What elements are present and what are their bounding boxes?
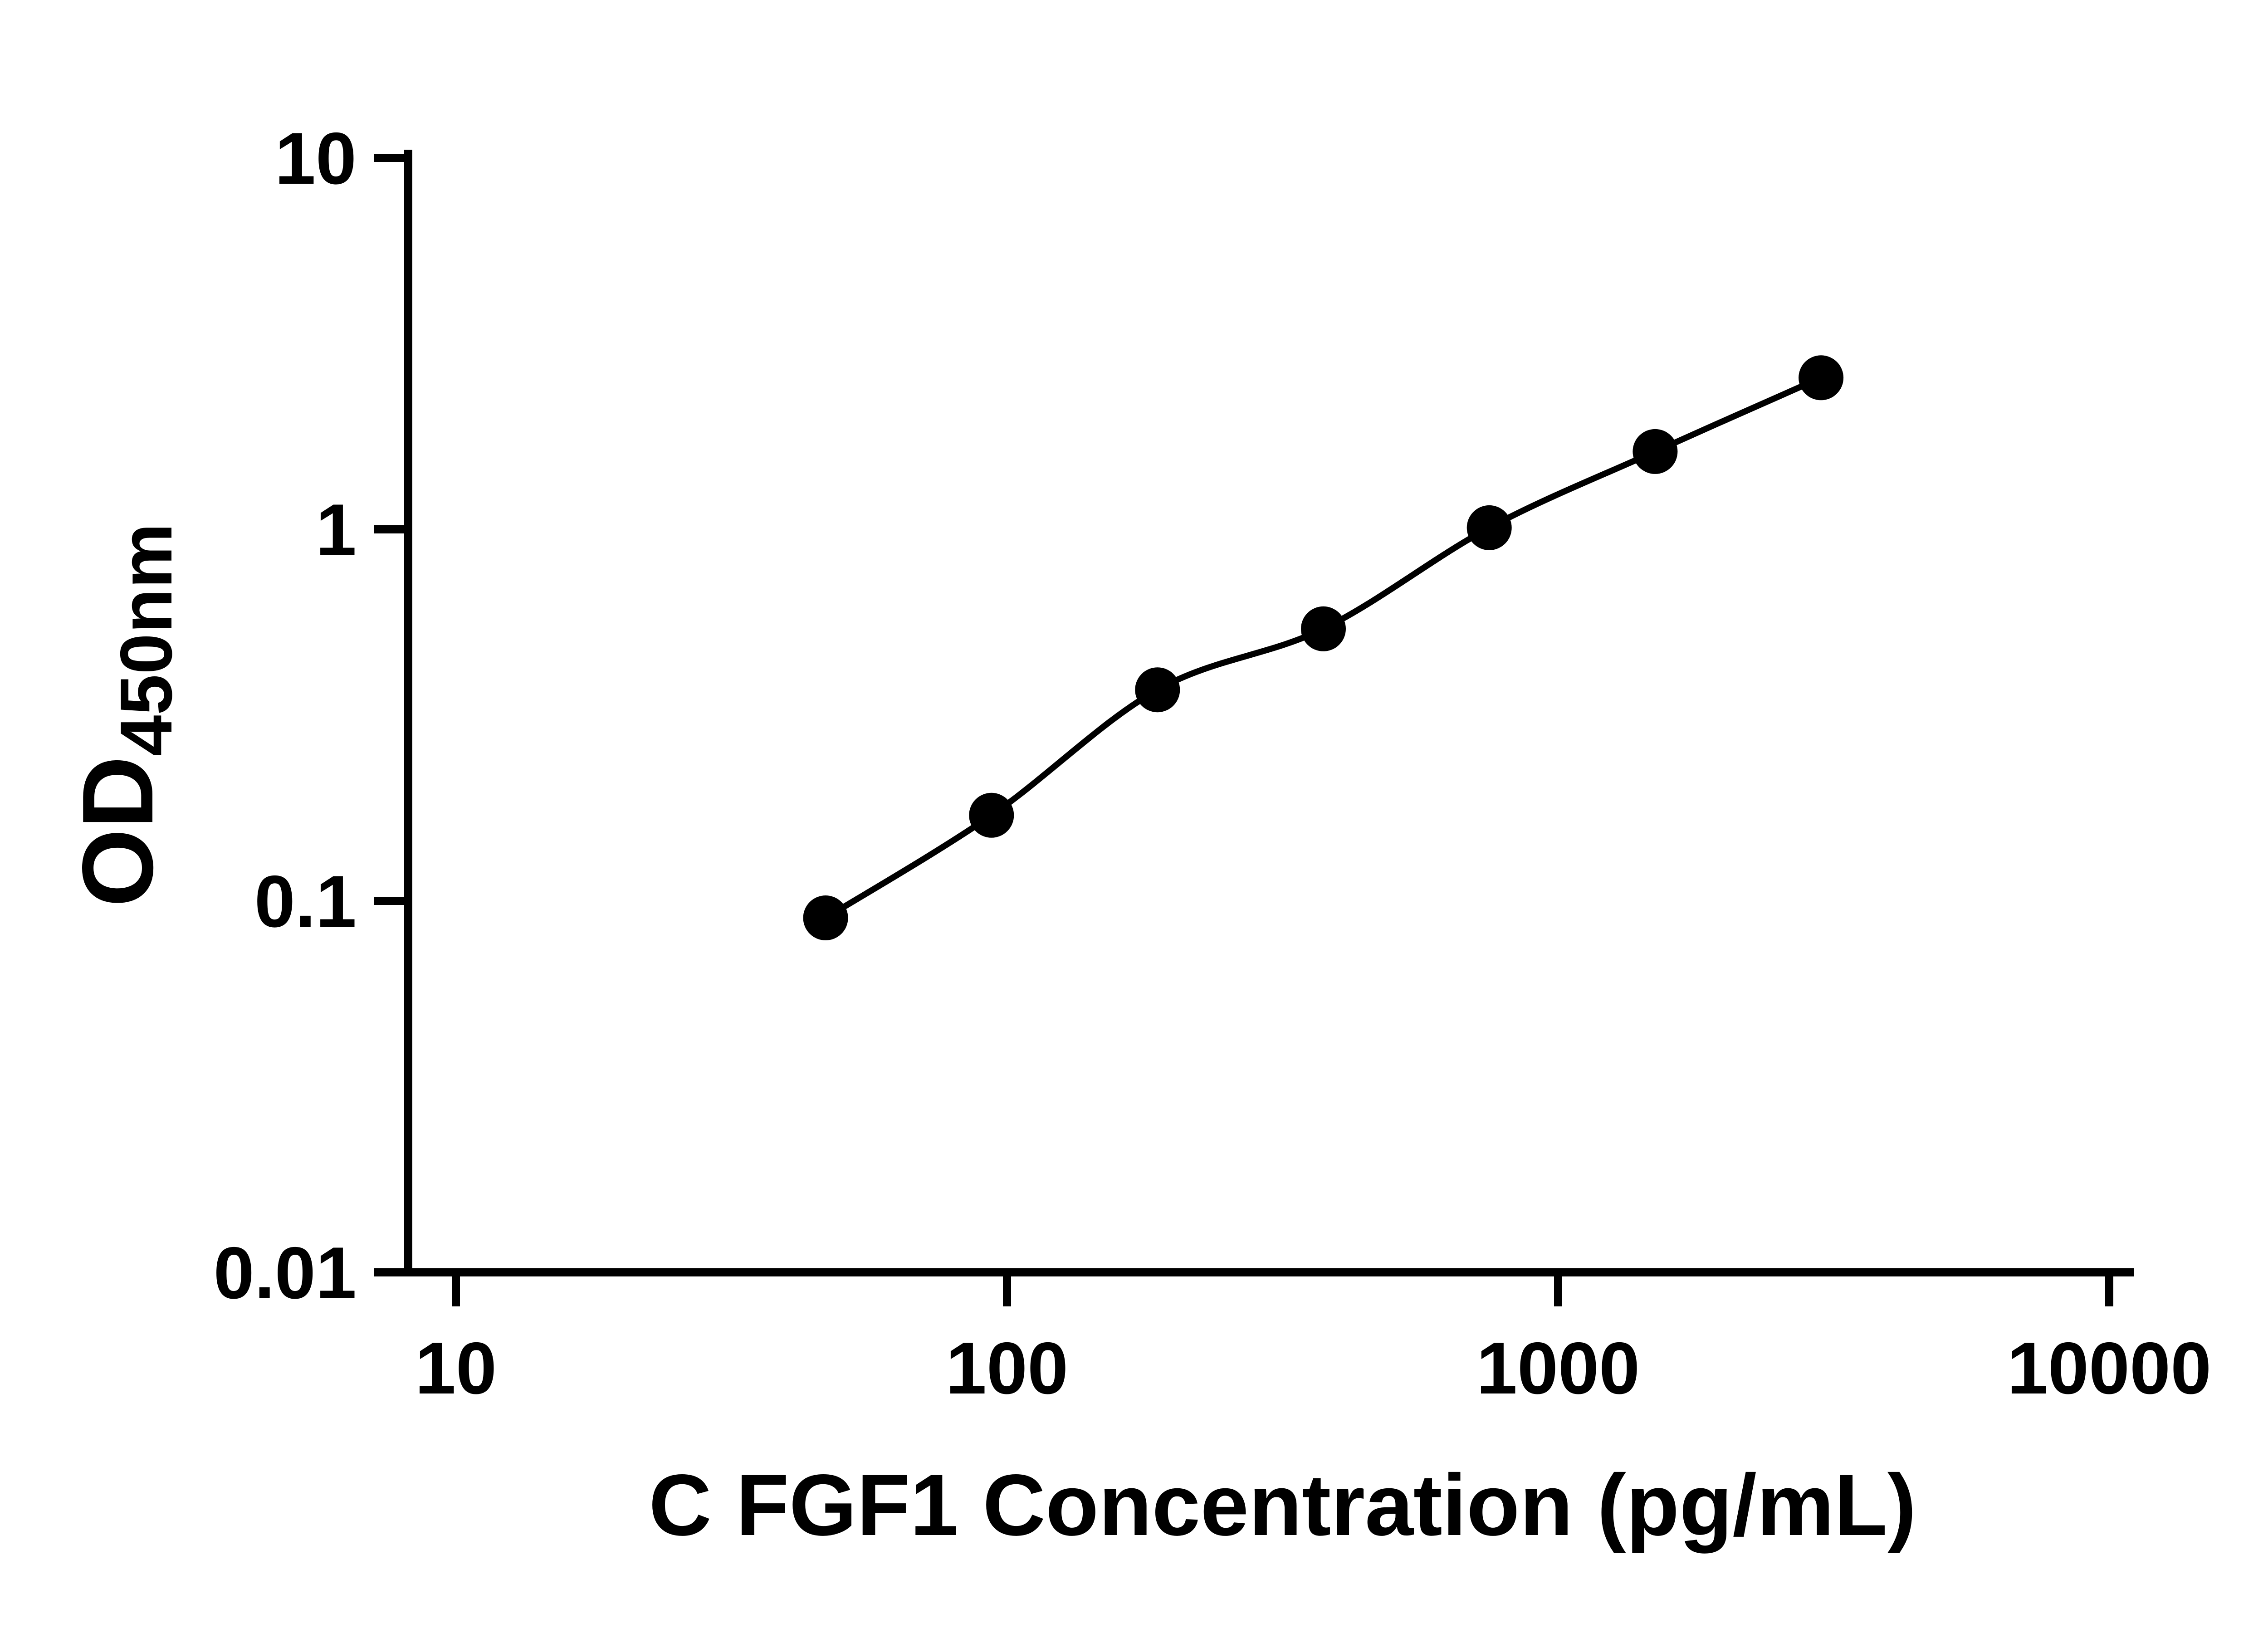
y-tick-label: 0.1 [254,861,357,943]
y-tick-label: 10 [275,117,357,200]
x-tick-label: 10000 [2007,1327,2211,1409]
x-tick-label: 1000 [1476,1327,1640,1409]
data-point [1799,355,1844,401]
data-point [1633,429,1678,474]
data-point [803,895,848,940]
data-point [1135,667,1180,713]
y-axis-title: OD450nm [62,523,187,907]
data-point [1301,606,1346,651]
y-tick-label: 1 [316,489,357,571]
x-axis-title: C FGF1 Concentration (pg/mL) [649,1456,1916,1554]
y-tick-label: 0.01 [214,1232,357,1314]
data-point [969,792,1014,838]
x-tick-label: 10 [415,1327,497,1409]
data-point [1466,505,1512,550]
x-tick-label: 100 [946,1327,1068,1409]
